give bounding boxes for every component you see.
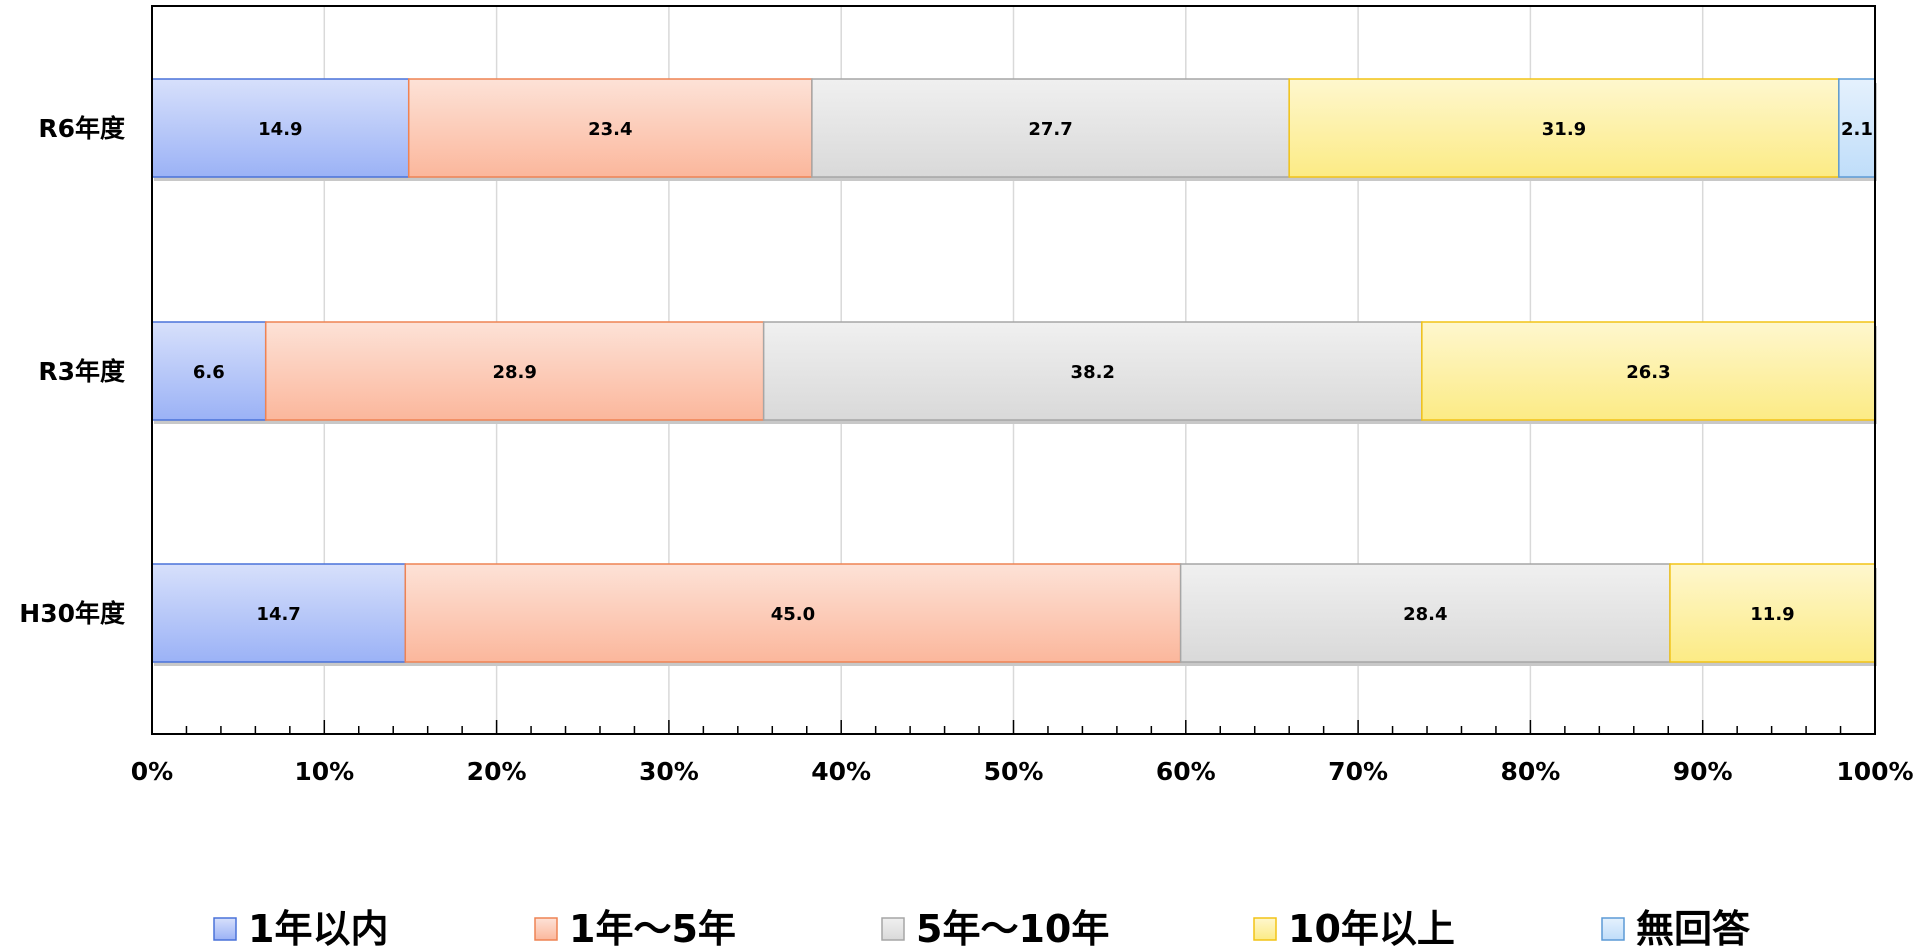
bar-segment — [404, 563, 1182, 663]
data-label: 31.9 — [1542, 119, 1586, 140]
bar-segment — [762, 321, 1423, 421]
x-tick-label: 10% — [294, 757, 354, 786]
legend-item: 10年以上 — [1253, 907, 1455, 947]
x-tick-label: 20% — [467, 757, 527, 786]
legend-swatch — [213, 917, 237, 941]
legend-label: 10年以上 — [1288, 907, 1455, 947]
x-tick-label: 80% — [1500, 757, 1560, 786]
bar-segment — [151, 78, 410, 178]
x-tick-label: 50% — [984, 757, 1044, 786]
x-tick-label: 0% — [131, 757, 173, 786]
legend-swatch — [881, 917, 905, 941]
bar-segment — [407, 78, 813, 178]
x-tick-label: 100% — [1836, 757, 1913, 786]
bar-segment — [1288, 78, 1840, 178]
data-label: 28.9 — [492, 362, 536, 383]
data-label: 28.4 — [1403, 604, 1447, 625]
data-label: 14.9 — [258, 119, 302, 140]
legend-swatch — [1253, 917, 1277, 941]
data-label: 2.1 — [1841, 119, 1873, 140]
bar-segment — [1669, 563, 1876, 663]
legend-item: 1年以内 — [213, 907, 388, 947]
x-tick-label: 70% — [1328, 757, 1388, 786]
legend-item: 無回答 — [1601, 907, 1751, 947]
bar-segment — [1838, 78, 1876, 178]
data-label: 26.3 — [1626, 362, 1670, 383]
bar-segment — [264, 321, 765, 421]
legend-swatch — [534, 917, 558, 941]
bar-segment — [811, 78, 1290, 178]
category-label: R3年度 — [38, 357, 125, 386]
legend-swatch — [1601, 917, 1625, 941]
data-label: 38.2 — [1071, 362, 1115, 383]
x-tick-label: 40% — [811, 757, 871, 786]
legend-item: 1年～5年 — [534, 907, 736, 947]
data-label: 27.7 — [1028, 119, 1072, 140]
data-label: 11.9 — [1750, 604, 1794, 625]
data-label: 6.6 — [193, 362, 225, 383]
data-label: 23.4 — [588, 119, 632, 140]
bar-segment — [1179, 563, 1671, 663]
category-label: R6年度 — [38, 114, 125, 143]
legend-label: 無回答 — [1636, 907, 1751, 947]
x-tick-label: 90% — [1673, 757, 1733, 786]
bar-segment — [1421, 321, 1876, 421]
category-label: H30年度 — [19, 599, 125, 628]
legend-item: 5年～10年 — [881, 907, 1109, 947]
x-tick-label: 60% — [1156, 757, 1216, 786]
legend-label: 1年以内 — [248, 907, 388, 947]
data-label: 14.7 — [256, 604, 300, 625]
data-label: 45.0 — [771, 604, 815, 625]
x-tick-label: 30% — [639, 757, 699, 786]
bar-segment — [151, 321, 267, 421]
legend-label: 5年～10年 — [916, 907, 1109, 947]
legend-label: 1年～5年 — [569, 907, 736, 947]
